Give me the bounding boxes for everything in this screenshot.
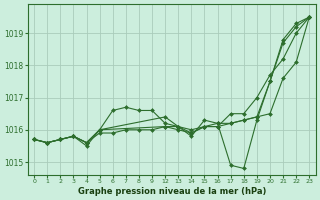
X-axis label: Graphe pression niveau de la mer (hPa): Graphe pression niveau de la mer (hPa)	[77, 187, 266, 196]
